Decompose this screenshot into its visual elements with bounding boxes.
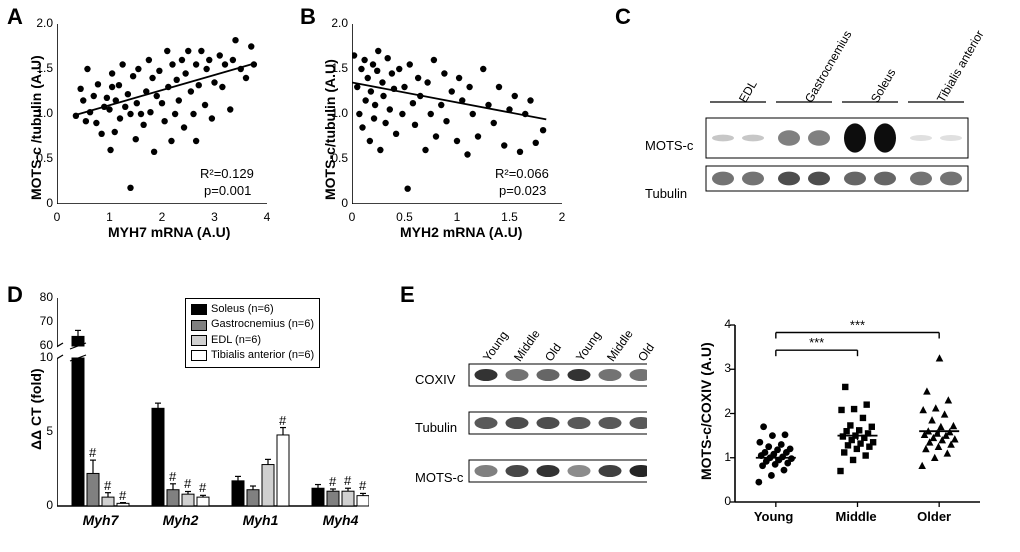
panel-a-p: p=0.001 [204,183,251,198]
panel-e-scatter: *** *** [725,300,985,530]
panel-label-d: D [7,282,23,308]
panel-c-row-mots: MOTS-c [645,138,693,153]
panel-e-row-cox: COXIV [415,372,455,387]
panel-a-xlabel: MYH7 mRNA (A.U) [108,224,230,240]
panel-b-xlabel: MYH2 mRNA (A.U) [400,224,522,240]
panel-a-ylabel: MOTS-c /tubulin (A.U) [28,55,44,200]
panel-a-r2: R²=0.129 [200,166,254,181]
legend-soleus: Soleus (n=6) [191,302,314,317]
panel-b-ylabel: MOTS-c/tubulin (A.U) [322,59,338,200]
figure-root: A B C D E MOTS-c /tubulin (A.U) MYH7 mRN… [0,0,1020,552]
panel-c-blot [650,10,1010,230]
legend-ta-label: Tibialis anterior (n=6) [211,348,314,363]
panel-label-c: C [615,4,631,30]
panel-b-p: p=0.023 [499,183,546,198]
legend-soleus-label: Soleus (n=6) [211,302,274,317]
legend-gastro-label: Gastrocnemius (n=6) [211,317,314,332]
panel-e-row-tub: Tubulin [415,420,457,435]
panel-d-legend: Soleus (n=6) Gastrocnemius (n=6) EDL (n=… [185,298,320,368]
legend-edl-label: EDL (n=6) [211,333,261,348]
legend-edl: EDL (n=6) [191,333,314,348]
legend-gastro: Gastrocnemius (n=6) [191,317,314,332]
panel-label-e: E [400,282,415,308]
panel-c-row-tub: Tubulin [645,186,687,201]
svg-text:***: *** [809,335,824,350]
panel-label-b: B [300,4,316,30]
svg-text:***: *** [850,317,865,332]
legend-ta: Tibialis anterior (n=6) [191,348,314,363]
panel-e-row-mots: MOTS-c [415,470,463,485]
panel-b-r2: R²=0.066 [495,166,549,181]
panel-label-a: A [7,4,23,30]
